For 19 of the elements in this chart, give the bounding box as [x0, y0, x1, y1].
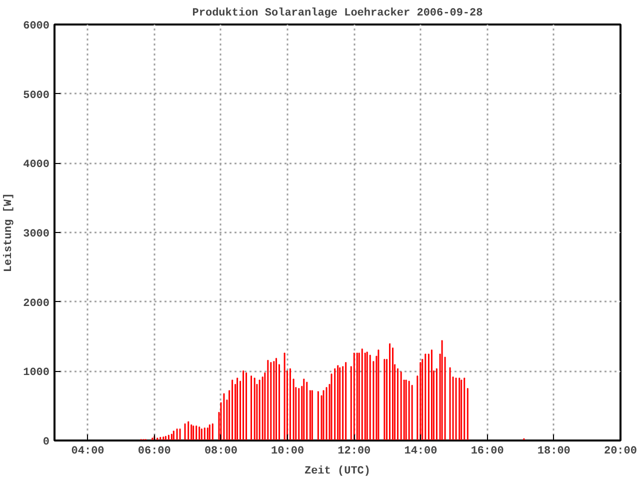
x-tick-label: 18:00	[537, 446, 570, 458]
y-tick-label: 6000	[23, 20, 50, 32]
x-tick-label: 12:00	[338, 446, 371, 458]
x-tick-label: 04:00	[71, 446, 104, 458]
x-tick-label: 14:00	[404, 446, 438, 458]
x-tick-label: 08:00	[204, 446, 238, 458]
y-tick-label: 0	[42, 436, 50, 448]
y-tick-label: 4000	[23, 159, 50, 172]
x-axis-title: Zeit (UTC)	[304, 466, 371, 478]
y-axis-title: Leistung [W]	[3, 192, 16, 272]
y-tick-label: 2000	[23, 298, 50, 310]
y-tick-label: 1000	[23, 367, 50, 380]
x-tick-label: 20:00	[604, 446, 638, 458]
chart-title: Produktion Solaranlage Loehracker 2006-09-28	[192, 8, 484, 20]
x-tick-label: 06:00	[138, 446, 171, 458]
x-tick-label: 16:00	[470, 446, 504, 458]
y-tick-label: 5000	[23, 90, 50, 102]
x-tick-label: 10:00	[271, 446, 304, 458]
y-tick-label: 3000	[23, 228, 50, 240]
